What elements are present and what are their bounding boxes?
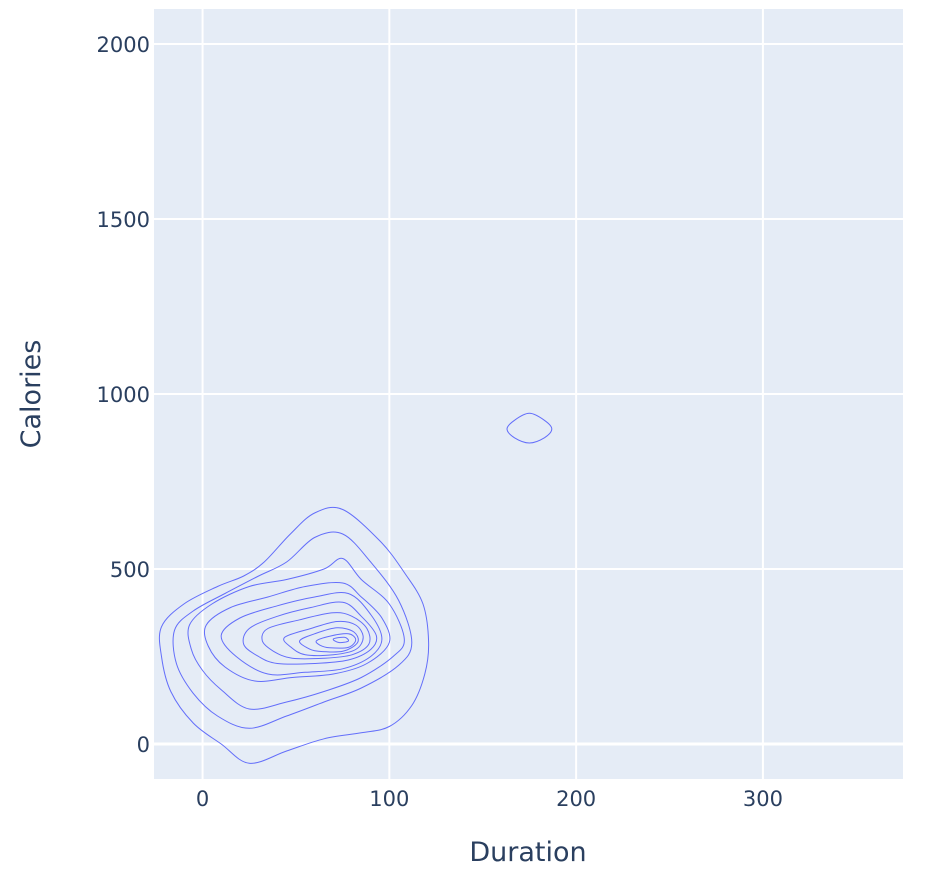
- contour-line-11: [332, 636, 349, 644]
- y-tick-label-1500: 1500: [97, 208, 150, 232]
- contour-line-4: [203, 582, 391, 682]
- contour-line-8: [283, 620, 364, 657]
- y-tick-label-1000: 1000: [97, 383, 150, 407]
- x-axis-title: Duration: [469, 837, 586, 868]
- x-tick-label-300: 300: [743, 787, 783, 811]
- contour-line-12: [506, 412, 553, 444]
- gridlines: [154, 9, 903, 779]
- contour-line-9: [299, 627, 359, 653]
- y-axis-title: Calories: [16, 340, 47, 449]
- contour-line-3: [187, 557, 405, 710]
- x-tick-label-0: 0: [196, 787, 209, 811]
- y-tick-label-500: 500: [110, 558, 150, 582]
- contour-line-10: [315, 633, 357, 649]
- tick-labels: 0 100 200 300 0 500 1000 1500 2000: [97, 33, 783, 811]
- contour-line-1: [158, 506, 430, 764]
- contour-lines: [158, 412, 553, 764]
- contour-line-2: [172, 531, 413, 729]
- y-tick-label-0: 0: [137, 733, 150, 757]
- x-tick-label-200: 200: [556, 787, 596, 811]
- contour-line-6: [242, 601, 378, 665]
- contour-line-7: [261, 612, 371, 660]
- x-tick-label-100: 100: [369, 787, 409, 811]
- y-tick-label-2000: 2000: [97, 33, 150, 57]
- contour-line-5: [220, 592, 383, 676]
